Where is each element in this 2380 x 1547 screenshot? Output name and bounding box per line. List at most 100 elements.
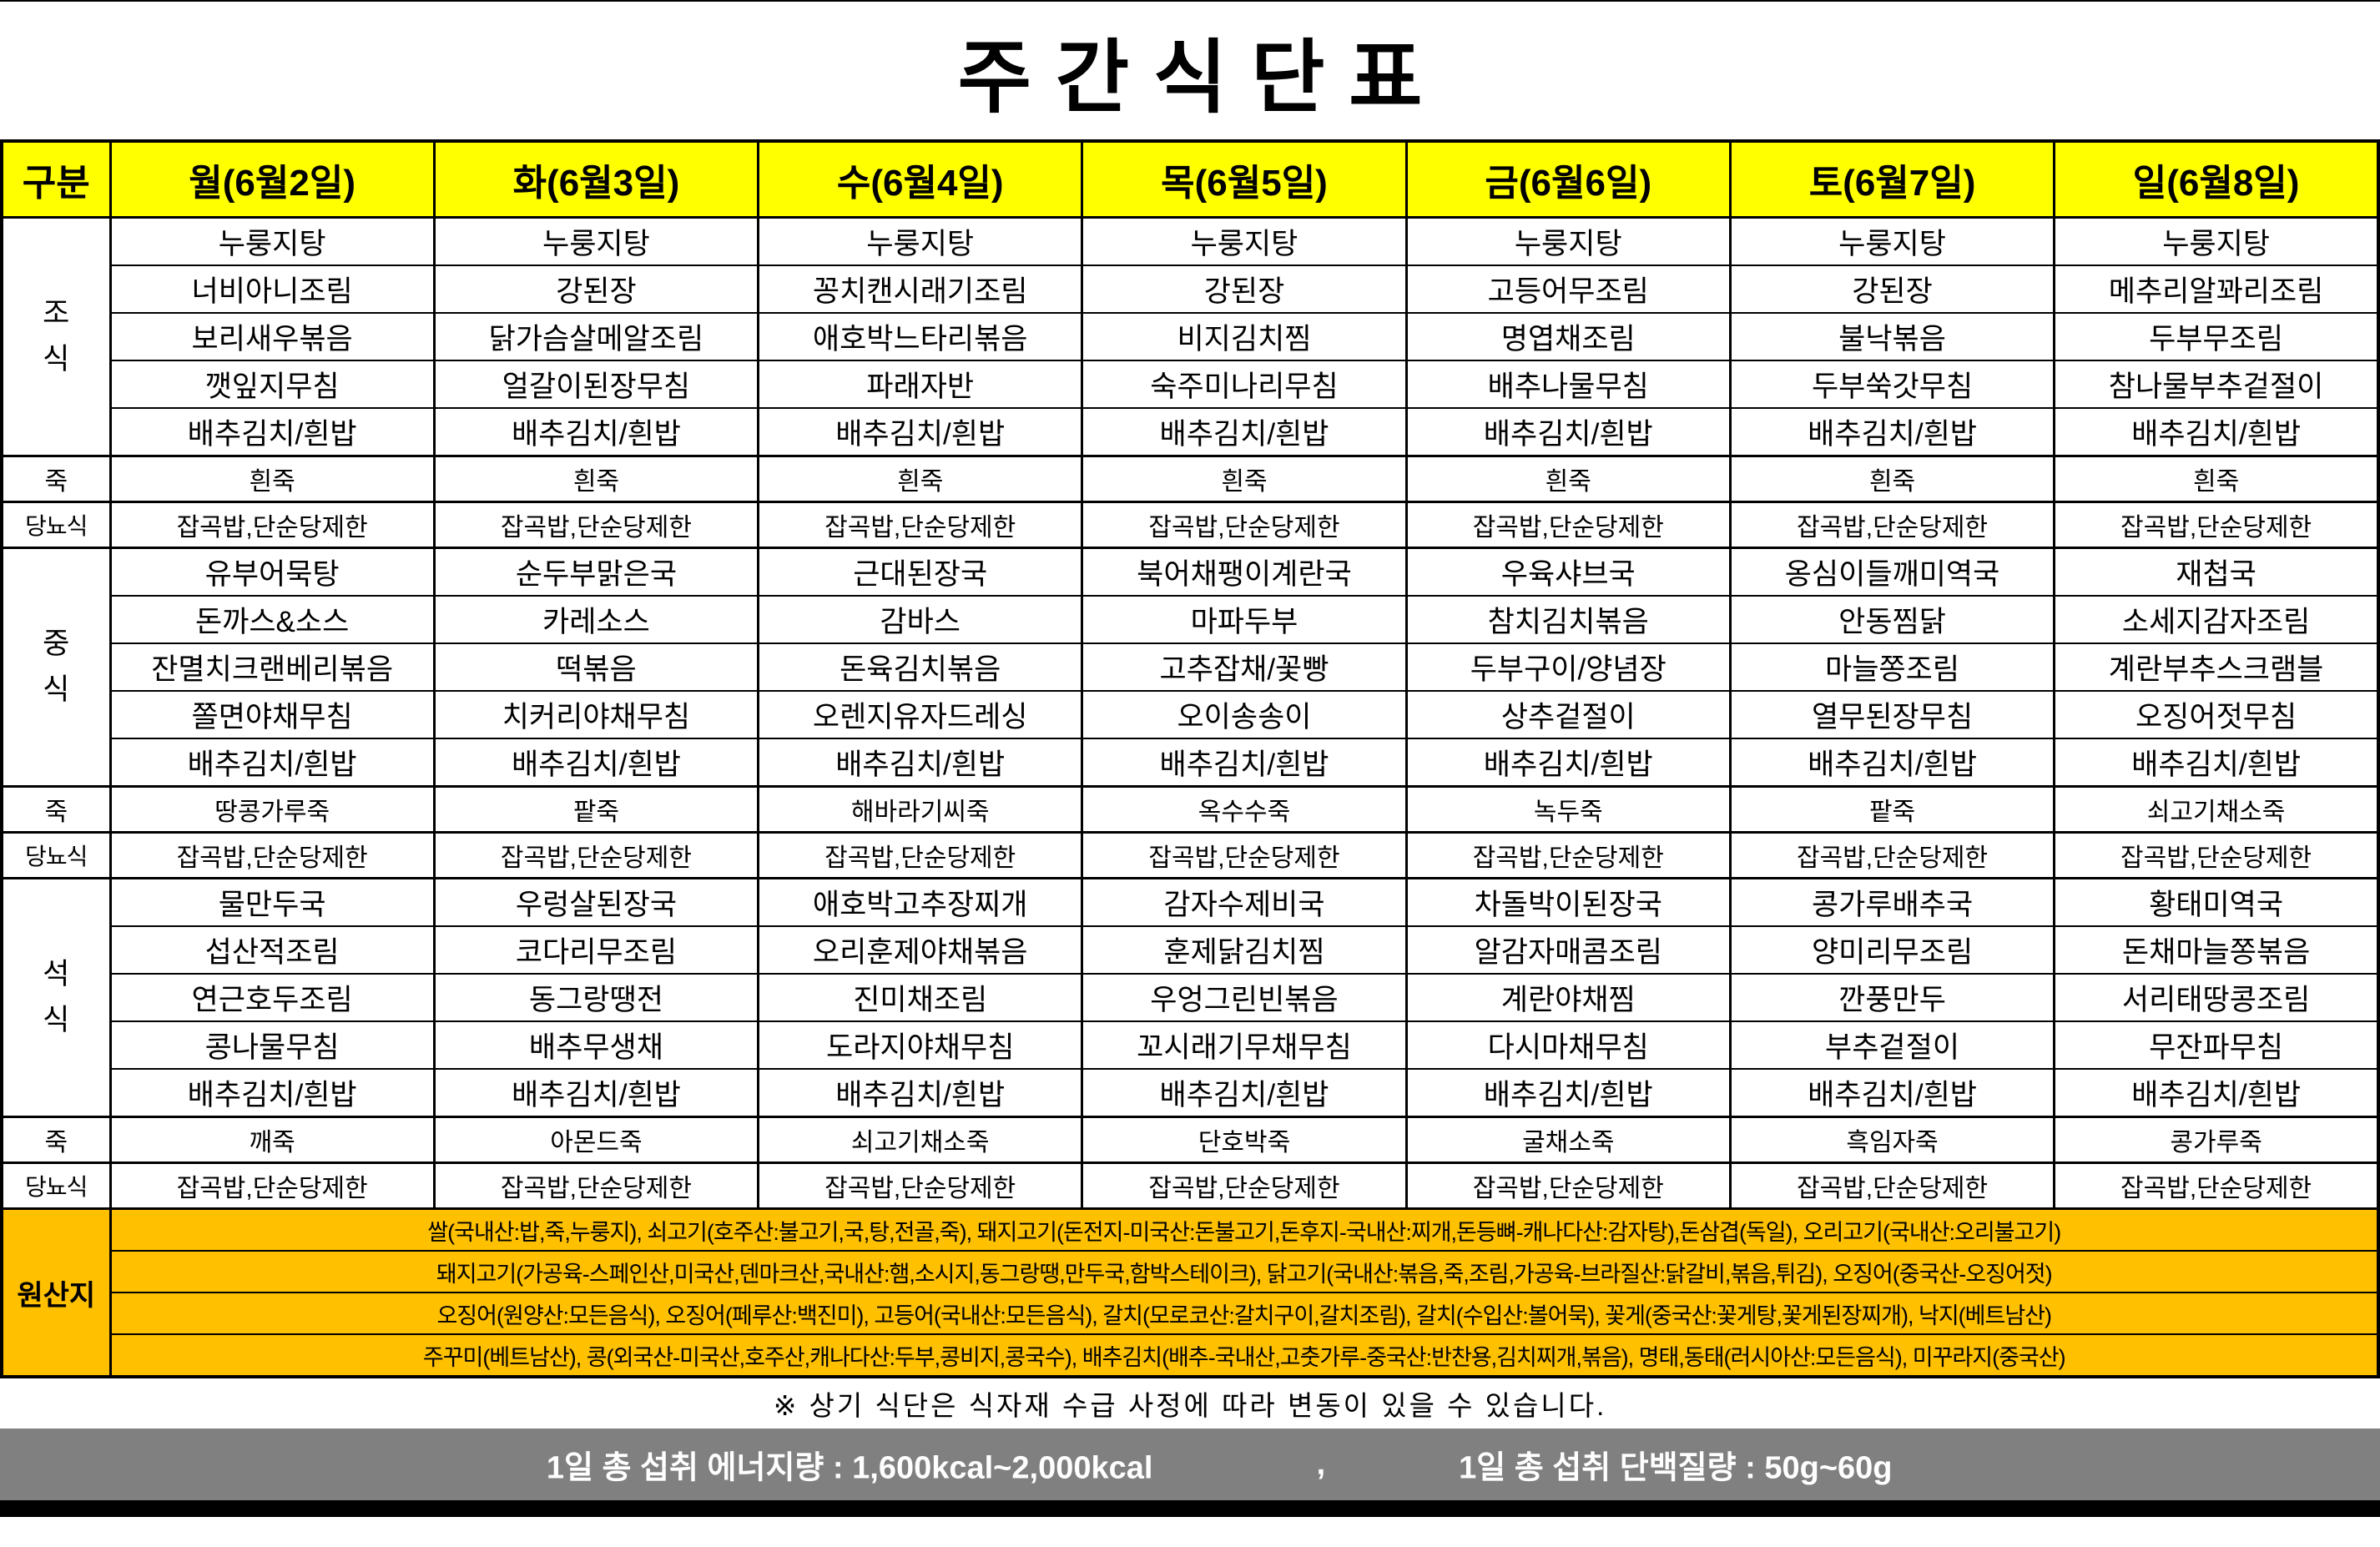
section-label-diabetic-dinner: 당뇨식 [0, 1162, 112, 1210]
menu-cell: 잡곡밥,단순당제한 [1728, 501, 2056, 549]
menu-cell: 우육샤브국 [1404, 547, 1732, 597]
menu-cell: 잡곡밥,단순당제한 [108, 501, 436, 549]
menu-cell: 배추김치/흰밥 [432, 1068, 760, 1118]
menu-cell: 잡곡밥,단순당제한 [757, 501, 1084, 549]
menu-cell: 강된장 [1081, 265, 1408, 314]
menu-cell: 안동찜닭 [1728, 595, 2056, 644]
menu-cell: 팥죽 [432, 785, 760, 834]
menu-cell: 잡곡밥,단순당제한 [108, 831, 436, 879]
menu-cell: 배추김치/흰밥 [2053, 1068, 2380, 1118]
menu-cell: 쇠고기채소죽 [757, 1116, 1084, 1164]
day-header: 목(6월5일) [1081, 140, 1408, 219]
menu-cell: 열무된장무침 [1728, 690, 2056, 739]
section-label-breakfast: 조 식 [0, 216, 112, 457]
menu-cell: 배추무생채 [432, 1020, 760, 1070]
menu-change-notice: ※ 상기 식단은 식자재 수급 사정에 따라 변동이 있을 수 있습니다. [0, 1378, 2380, 1429]
day-header: 수(6월4일) [757, 140, 1084, 219]
menu-cell: 배추김치/흰밥 [108, 738, 436, 788]
menu-cell: 북어채팽이계란국 [1081, 547, 1408, 597]
menu-cell: 근대된장국 [757, 547, 1084, 597]
menu-cell: 배추김치/흰밥 [108, 407, 436, 457]
menu-cell: 누룽지탕 [1728, 216, 2056, 266]
menu-cell: 녹두죽 [1404, 785, 1732, 834]
menu-cell: 잡곡밥,단순당제한 [108, 1162, 436, 1210]
menu-cell: 흑임자죽 [1728, 1116, 2056, 1164]
menu-cell: 배추김치/흰밥 [432, 407, 760, 457]
menu-cell: 흰죽 [1081, 455, 1408, 503]
menu-cell: 배추김치/흰밥 [108, 1068, 436, 1118]
menu-cell: 상추겉절이 [1404, 690, 1732, 739]
menu-cell: 잔멸치크랜베리볶음 [108, 642, 436, 692]
menu-cell: 잡곡밥,단순당제한 [1404, 831, 1732, 879]
menu-cell: 훈제닭김치찜 [1081, 925, 1408, 975]
menu-cell: 잡곡밥,단순당제한 [2053, 1162, 2380, 1210]
menu-cell: 굴채소죽 [1404, 1116, 1732, 1164]
menu-cell: 누룽지탕 [2053, 216, 2380, 266]
menu-cell: 배추김치/흰밥 [757, 407, 1084, 457]
menu-cell: 잡곡밥,단순당제한 [2053, 501, 2380, 549]
menu-cell: 재첩국 [2053, 547, 2380, 597]
menu-cell: 잡곡밥,단순당제한 [1404, 501, 1732, 549]
menu-cell: 돈까스&소스 [108, 595, 436, 644]
menu-cell: 서리태땅콩조림 [2053, 973, 2380, 1022]
menu-cell: 배추김치/흰밥 [432, 738, 760, 788]
menu-cell: 배추김치/흰밥 [757, 1068, 1084, 1118]
section-label-diabetic-breakfast: 당뇨식 [0, 501, 112, 549]
menu-cell: 흰죽 [1404, 455, 1732, 503]
menu-cell: 꼬시래기무채무침 [1081, 1020, 1408, 1070]
menu-cell: 오렌지유자드레싱 [757, 690, 1084, 739]
menu-cell: 카레소스 [432, 595, 760, 644]
menu-cell: 배추김치/흰밥 [757, 738, 1084, 788]
menu-cell: 오징어젓무침 [2053, 690, 2380, 739]
menu-cell: 참나물부추겉절이 [2053, 360, 2380, 409]
menu-cell: 옹심이들깨미역국 [1728, 547, 2056, 597]
origin-line: 주꾸미(베트남산), 콩(외국산-미국산,호주산,캐나다산:두부,콩비지,콩국수… [108, 1333, 2380, 1378]
section-label-porridge-dinner: 죽 [0, 1116, 112, 1164]
menu-cell: 명엽채조림 [1404, 312, 1732, 361]
menu-cell: 고추잡채/꽃빵 [1081, 642, 1408, 692]
menu-cell: 잡곡밥,단순당제한 [2053, 831, 2380, 879]
menu-cell: 잡곡밥,단순당제한 [1404, 1162, 1732, 1210]
menu-cell: 팥죽 [1728, 785, 2056, 834]
menu-cell: 배추김치/흰밥 [1081, 1068, 1408, 1118]
menu-cell: 잡곡밥,단순당제한 [1081, 1162, 1408, 1210]
menu-cell: 돈육김치볶음 [757, 642, 1084, 692]
menu-cell: 코다리무조림 [432, 925, 760, 975]
day-header: 일(6월8일) [2053, 140, 2380, 219]
menu-cell: 순두부맑은국 [432, 547, 760, 597]
menu-cell: 유부어묵탕 [108, 547, 436, 597]
menu-cell: 우엉그린빈볶음 [1081, 973, 1408, 1022]
menu-cell: 너비아니조림 [108, 265, 436, 314]
menu-cell: 우렁살된장국 [432, 877, 760, 927]
menu-cell: 누룽지탕 [1404, 216, 1732, 266]
menu-cell: 배추김치/흰밥 [1081, 738, 1408, 788]
menu-cell: 흰죽 [2053, 455, 2380, 503]
section-label-dinner: 석 식 [0, 877, 112, 1118]
menu-cell: 흰죽 [432, 455, 760, 503]
menu-cell: 애호박고추장찌개 [757, 877, 1084, 927]
menu-cell: 잡곡밥,단순당제한 [432, 501, 760, 549]
section-label-porridge-lunch: 죽 [0, 785, 112, 834]
menu-cell: 누룽지탕 [757, 216, 1084, 266]
menu-cell: 숙주미나리무침 [1081, 360, 1408, 409]
day-header: 토(6월7일) [1728, 140, 2056, 219]
origin-line: 오징어(원양산:모든음식), 오징어(페루산:백진미), 고등어(국내산:모든음… [108, 1292, 2380, 1335]
menu-cell: 누룽지탕 [108, 216, 436, 266]
menu-cell: 오이송송이 [1081, 690, 1408, 739]
menu-cell: 누룽지탕 [1081, 216, 1408, 266]
menu-cell: 배추김치/흰밥 [2053, 407, 2380, 457]
menu-cell: 땅콩가루죽 [108, 785, 436, 834]
menu-cell: 도라지야채무침 [757, 1020, 1084, 1070]
menu-cell: 잡곡밥,단순당제한 [1081, 501, 1408, 549]
footer-separator: , [1316, 1446, 1326, 1482]
day-header: 금(6월6일) [1404, 140, 1732, 219]
menu-cell: 오리훈제야채볶음 [757, 925, 1084, 975]
corner-label: 구분 [0, 140, 112, 219]
menu-cell: 계란야채찜 [1404, 973, 1732, 1022]
origin-line: 돼지고기(가공육-스페인산,미국산,덴마크산,국내산:햄,소시지,동그랑땡,만두… [108, 1250, 2380, 1293]
section-label-lunch: 중 식 [0, 547, 112, 788]
menu-cell: 두부무조림 [2053, 312, 2380, 361]
menu-cell: 파래자반 [757, 360, 1084, 409]
menu-cell: 고등어무조림 [1404, 265, 1732, 314]
menu-cell: 배추김치/흰밥 [1081, 407, 1408, 457]
